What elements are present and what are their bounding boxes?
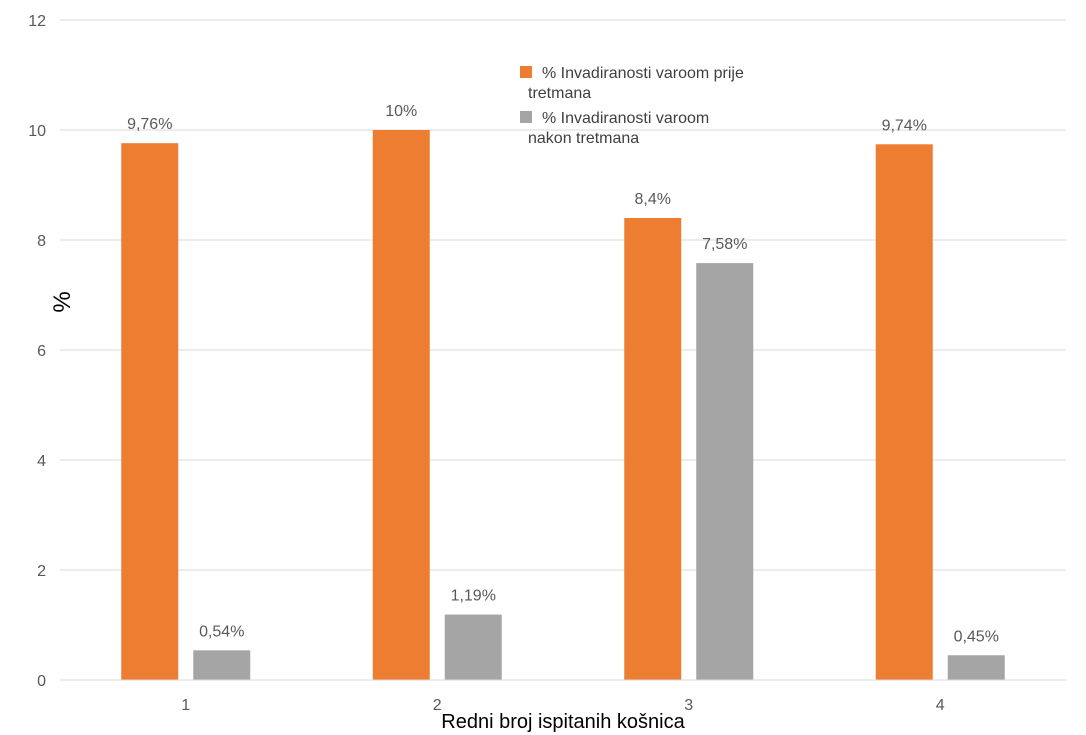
x-tick-label-3: 3 (684, 697, 693, 714)
data-label-after-4: 0,45% (954, 628, 999, 645)
bar-after-1 (193, 650, 251, 680)
bar-after-2 (444, 614, 502, 680)
x-tick-label-1: 1 (181, 697, 190, 714)
data-label-after-2: 1,19% (451, 588, 496, 605)
bar-after-3 (696, 263, 754, 680)
y-tick-label-12: 12 (28, 13, 46, 30)
bar-before-4 (875, 144, 933, 681)
x-axis-title: Redni broj ispitanih košnica (441, 711, 685, 733)
data-labels: 9,76% 0,54% 10% 1,19% 8,4% 7,58% 9,74% 0,45% (127, 103, 999, 645)
legend-swatch-after (520, 111, 532, 123)
y-tick-label-6: 6 (37, 343, 46, 360)
x-axis-ticks: 1 2 3 4 (181, 697, 945, 714)
data-label-before-4: 9,74% (882, 117, 927, 134)
legend-label-after: % Invadiranosti varoom nakon tretmana (528, 110, 709, 147)
data-label-before-2: 10% (385, 103, 417, 120)
legend-label-before: % Invadiranosti varoom prije tretmana (528, 65, 744, 102)
y-tick-label-2: 2 (37, 563, 46, 580)
data-label-after-3: 7,58% (702, 236, 747, 253)
x-tick-label-2: 2 (433, 697, 442, 714)
data-label-before-3: 8,4% (635, 191, 671, 208)
y-axis-ticks: 0 2 4 6 8 10 12 (28, 13, 46, 690)
bar-before-1 (121, 143, 179, 680)
bar-before-3 (624, 218, 682, 680)
y-tick-label-8: 8 (37, 233, 46, 250)
data-label-after-1: 0,54% (199, 623, 244, 640)
y-tick-label-0: 0 (37, 673, 46, 690)
y-tick-label-10: 10 (28, 123, 46, 140)
legend: % Invadiranosti varoom prije tretmana % In… (520, 65, 744, 147)
x-tick-label-4: 4 (936, 697, 945, 714)
data-label-before-1: 9,76% (127, 116, 172, 133)
bar-before-2 (372, 130, 430, 680)
bar-after-4 (947, 655, 1005, 680)
bars (121, 130, 1005, 681)
y-axis-title: % (49, 291, 76, 312)
y-tick-label-4: 4 (37, 453, 46, 470)
legend-swatch-before (520, 66, 532, 78)
